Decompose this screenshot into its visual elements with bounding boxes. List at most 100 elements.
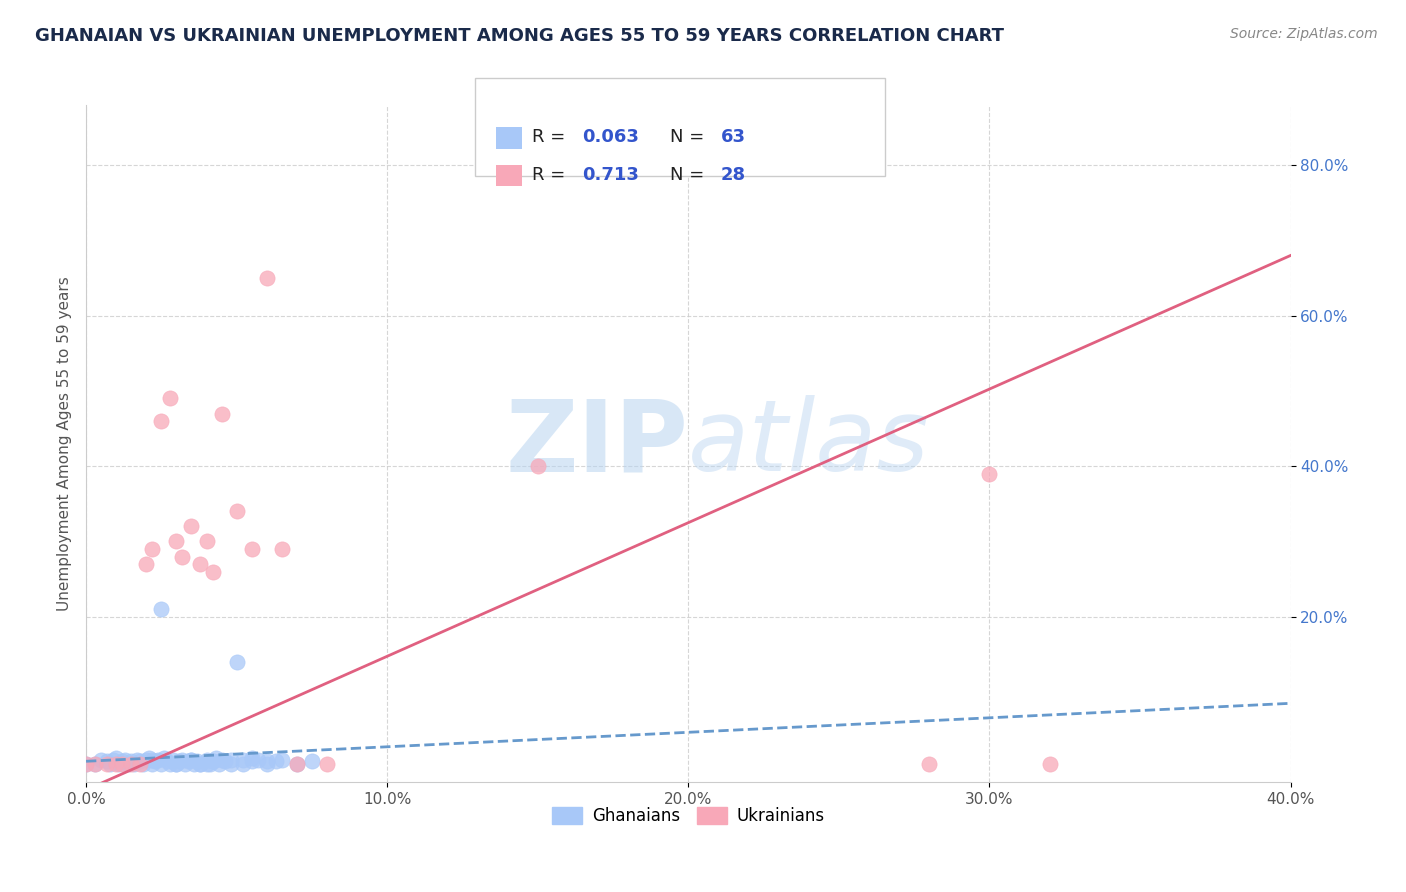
- Point: [256, 756, 278, 771]
- Text: 28: 28: [721, 166, 747, 184]
- Point: [120, 754, 142, 768]
- Point: [129, 756, 152, 771]
- Point: [153, 751, 176, 765]
- Point: [150, 602, 173, 616]
- Point: [270, 753, 292, 767]
- Point: [159, 392, 181, 406]
- Text: 63: 63: [721, 128, 745, 146]
- Point: [141, 753, 163, 767]
- Point: [256, 271, 278, 285]
- Point: [129, 754, 152, 768]
- Point: [135, 557, 157, 571]
- FancyBboxPatch shape: [475, 78, 884, 176]
- Point: [108, 756, 131, 771]
- Point: [101, 753, 124, 767]
- Point: [135, 753, 157, 767]
- Point: [232, 753, 254, 767]
- Text: GHANAIAN VS UKRAINIAN UNEMPLOYMENT AMONG AGES 55 TO 59 YEARS CORRELATION CHART: GHANAIAN VS UKRAINIAN UNEMPLOYMENT AMONG…: [35, 27, 1004, 45]
- Point: [180, 753, 202, 767]
- Point: [143, 754, 166, 768]
- Point: [174, 756, 197, 771]
- Point: [148, 753, 170, 767]
- Point: [150, 756, 173, 771]
- Point: [256, 754, 278, 768]
- Point: [211, 407, 233, 421]
- Point: [105, 751, 128, 765]
- Point: [127, 753, 149, 767]
- Point: [270, 541, 292, 556]
- Point: [183, 756, 205, 771]
- Point: [132, 756, 155, 771]
- Point: [98, 756, 121, 771]
- Point: [190, 756, 212, 771]
- Point: [316, 756, 339, 771]
- Point: [195, 753, 218, 767]
- Point: [180, 519, 202, 533]
- Text: 0.713: 0.713: [582, 166, 640, 184]
- Point: [240, 754, 263, 768]
- Point: [177, 754, 200, 768]
- Text: R =: R =: [531, 128, 571, 146]
- Bar: [495, 164, 522, 186]
- Point: [111, 756, 134, 771]
- Bar: [495, 128, 522, 149]
- Point: [240, 751, 263, 765]
- Point: [172, 549, 194, 564]
- Text: ZIP: ZIP: [506, 395, 689, 492]
- Point: [156, 754, 179, 768]
- Y-axis label: Unemployment Among Ages 55 to 59 years: Unemployment Among Ages 55 to 59 years: [58, 277, 72, 611]
- Point: [96, 756, 118, 771]
- Point: [186, 754, 208, 768]
- Point: [285, 756, 308, 771]
- Text: N =: N =: [671, 166, 710, 184]
- Point: [201, 754, 224, 768]
- Point: [96, 754, 118, 768]
- Point: [172, 753, 194, 767]
- Point: [75, 756, 97, 771]
- Point: [301, 754, 323, 768]
- Point: [219, 756, 242, 771]
- Point: [918, 756, 941, 771]
- Text: R =: R =: [531, 166, 571, 184]
- Point: [105, 756, 128, 771]
- Point: [190, 756, 212, 771]
- Point: [117, 756, 139, 771]
- Point: [141, 541, 163, 556]
- Point: [246, 753, 269, 767]
- Point: [180, 753, 202, 767]
- Point: [214, 754, 236, 768]
- Point: [285, 756, 308, 771]
- Point: [190, 557, 212, 571]
- Text: 0.063: 0.063: [582, 128, 640, 146]
- Point: [114, 753, 136, 767]
- Point: [122, 756, 145, 771]
- Point: [165, 756, 187, 771]
- Point: [201, 754, 224, 768]
- Point: [219, 753, 242, 767]
- Point: [526, 459, 548, 474]
- Point: [138, 751, 160, 765]
- Point: [90, 753, 112, 767]
- Point: [240, 541, 263, 556]
- Point: [150, 414, 173, 428]
- Point: [232, 756, 254, 771]
- Point: [195, 534, 218, 549]
- Point: [201, 565, 224, 579]
- Point: [84, 756, 107, 771]
- Text: atlas: atlas: [689, 395, 929, 492]
- Point: [204, 751, 226, 765]
- Point: [165, 756, 187, 771]
- Point: [198, 756, 221, 771]
- Point: [225, 504, 247, 518]
- Text: Source: ZipAtlas.com: Source: ZipAtlas.com: [1230, 27, 1378, 41]
- Point: [264, 754, 287, 768]
- Point: [207, 756, 229, 771]
- Point: [1039, 756, 1062, 771]
- Point: [225, 655, 247, 669]
- Point: [165, 534, 187, 549]
- Point: [195, 756, 218, 771]
- Point: [169, 754, 191, 768]
- Point: [162, 753, 184, 767]
- Point: [111, 754, 134, 768]
- Text: N =: N =: [671, 128, 710, 146]
